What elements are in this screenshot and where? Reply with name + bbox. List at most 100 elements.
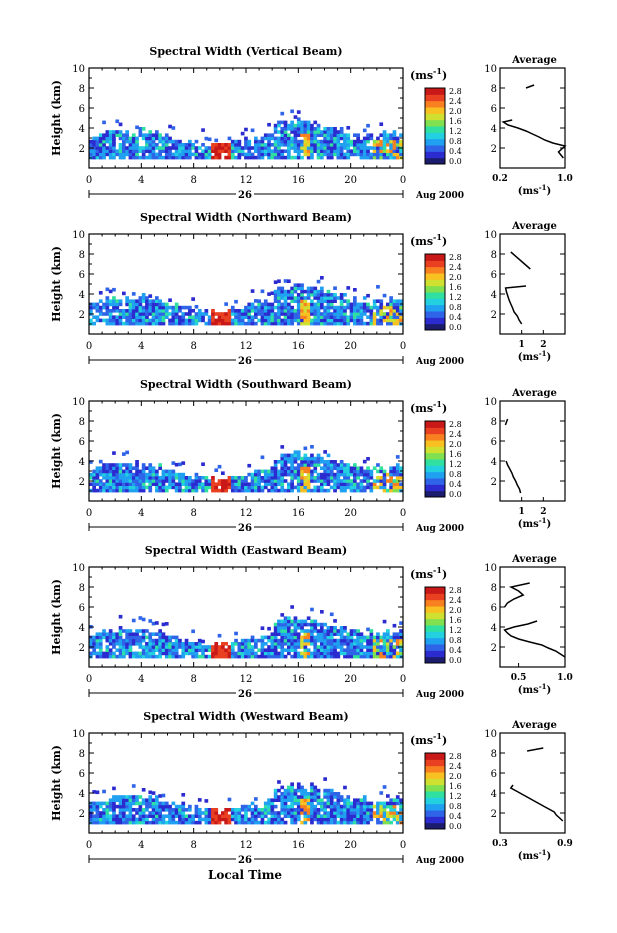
colorbar-swatch (425, 618, 445, 626)
heatmap-cell (221, 321, 225, 326)
heatmap-cell (89, 814, 93, 818)
heatmap-cell (382, 485, 387, 490)
heatmap-cell (372, 654, 377, 659)
heatmap-cell (131, 155, 136, 160)
heatmap-cell (366, 808, 370, 812)
heatmap-cell (161, 143, 166, 147)
heatmap-cell (211, 315, 215, 319)
heatmap-cell (135, 479, 139, 483)
heatmap-cell (148, 632, 153, 636)
heatmap-cell (115, 654, 120, 659)
heatmap-cell (399, 808, 403, 812)
heatmap-cell (287, 785, 291, 790)
heatmap-field (89, 109, 403, 160)
heatmap-cell (188, 645, 192, 649)
heatmap-cell (204, 476, 209, 480)
heatmap-cell (273, 472, 278, 477)
heatmap-cell (108, 302, 113, 307)
heatmap-cell (131, 136, 136, 141)
heatmap-cell (303, 645, 308, 649)
heatmap-cell (141, 648, 146, 652)
heatmap-cell (148, 312, 153, 316)
heatmap-cell (164, 488, 169, 493)
x-tick-label: 16 (292, 674, 305, 685)
colorbar-swatch (425, 797, 445, 805)
heatmap-cell (320, 814, 324, 818)
heatmap-cell (399, 629, 403, 633)
heatmap-cell (283, 804, 288, 809)
heatmap-cell (122, 469, 126, 474)
heatmap-cell (237, 817, 242, 822)
heatmap-cell (303, 635, 308, 640)
x-tick-label: 0 (400, 840, 406, 851)
heatmap-cell (336, 466, 341, 470)
heatmap-cell (346, 143, 351, 147)
heatmap-cell (254, 309, 258, 313)
heatmap-cell (290, 488, 294, 493)
heatmap-cell (320, 482, 324, 486)
heatmap-cell (211, 482, 215, 486)
heatmap-cell (293, 460, 298, 464)
heatmap-cell (263, 654, 268, 659)
heatmap-cell (369, 312, 374, 316)
heatmap-cell (313, 143, 318, 147)
heatmap-cell (164, 638, 169, 643)
heatmap-cell (112, 476, 116, 480)
heatmap-cell (237, 654, 242, 659)
heatmap-cell (399, 139, 403, 144)
heatmap-cell (303, 152, 308, 157)
heatmap-cell (244, 143, 248, 147)
heatmap-cell (230, 318, 235, 323)
heatmap-cell (174, 312, 179, 316)
heatmap-cell (349, 485, 354, 490)
heatmap-cell (227, 808, 232, 812)
y-tick-label: 2 (79, 310, 85, 321)
heatmap-cell (303, 136, 308, 141)
heatmap-cell (230, 645, 235, 649)
heatmap-cell (267, 469, 271, 474)
heatmap-cell (372, 302, 377, 307)
heatmap-cell (171, 321, 176, 326)
heatmap-cell (296, 654, 301, 659)
heatmap-cell (339, 820, 344, 825)
heatmap-cell (336, 482, 341, 486)
heatmap-cell (349, 143, 354, 147)
heatmap-cell (214, 820, 219, 825)
heatmap-cell (98, 318, 103, 323)
heatmap-cell (296, 788, 301, 793)
heatmap-cell (320, 642, 324, 646)
heatmap-cell (329, 293, 334, 297)
heatmap-cell (287, 795, 291, 799)
heatmap-cell (290, 139, 294, 144)
heatmap-cell (366, 152, 370, 157)
heatmap-cell (362, 820, 367, 825)
heatmap-cell (168, 638, 172, 643)
heatmap-cell (164, 808, 169, 812)
heatmap-cell (227, 152, 232, 157)
heatmap-cell (230, 149, 235, 153)
heatmap-cell (135, 152, 139, 157)
heatmap-cell (346, 632, 351, 636)
colorbar: (ms-1)0.00.40.81.21.62.02.42.8 (410, 399, 462, 499)
heatmap-cell (296, 155, 301, 160)
heatmap-cell (343, 299, 347, 303)
heatmap-cell (316, 632, 321, 636)
heatmap-cell (263, 136, 268, 141)
heatmap-cell (280, 638, 285, 643)
heatmap-cell (372, 318, 377, 323)
heatmap-cell (237, 488, 242, 493)
heatmap-cell (339, 811, 344, 815)
heatmap-cell (214, 811, 219, 815)
heatmap-cell (131, 299, 136, 303)
heatmap-cell (155, 136, 159, 141)
heatmap-cell (280, 460, 285, 464)
heatmap-cell (320, 302, 324, 307)
heatmap-cell (260, 648, 265, 652)
heatmap-cell (329, 299, 334, 303)
heatmap-cell (296, 469, 301, 474)
heatmap-cell (379, 321, 384, 326)
heatmap-cell (263, 801, 268, 806)
heatmap-cell (392, 143, 397, 147)
heatmap-cell (240, 479, 245, 483)
heatmap-cell (296, 801, 301, 806)
